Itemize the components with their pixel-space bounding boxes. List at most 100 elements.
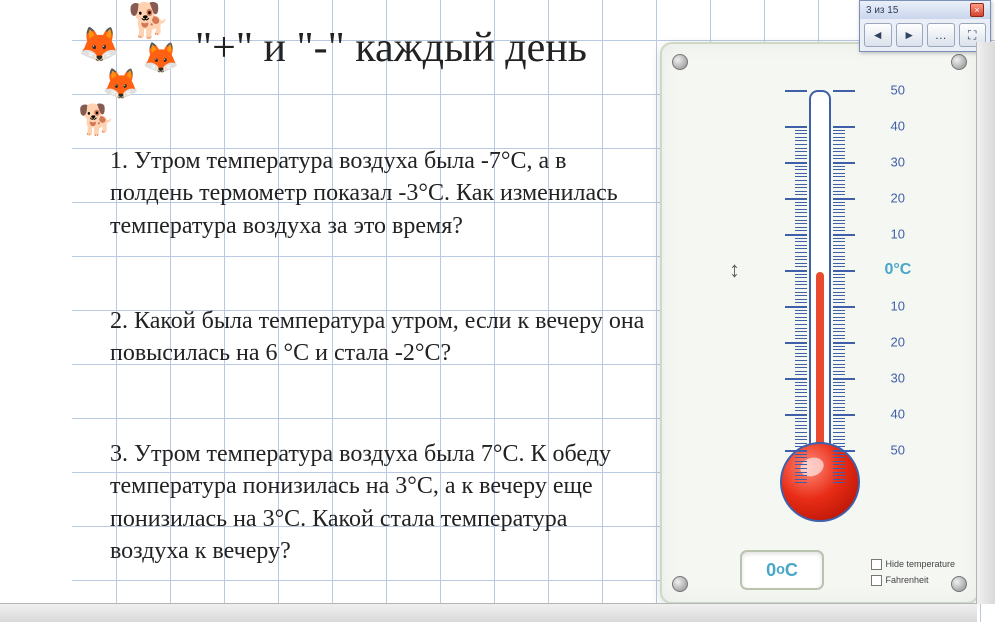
tick-minor	[833, 400, 845, 401]
tick-major	[785, 162, 807, 164]
tick-minor	[833, 335, 845, 336]
tick-minor	[833, 166, 845, 167]
scale-label: 30	[891, 371, 905, 386]
thermometer-widget: 50403020101020304050 0°C ↕ 0oC Hide temp…	[660, 42, 979, 604]
tick-minor	[833, 209, 845, 210]
fahrenheit-checkbox[interactable]: Fahrenheit	[871, 572, 955, 588]
thermometer-options: Hide temperature Fahrenheit	[871, 556, 955, 588]
animal-icon: 🦊	[78, 28, 120, 62]
tick-minor	[833, 482, 845, 483]
close-icon[interactable]: ×	[970, 3, 984, 17]
tick-minor	[833, 169, 845, 170]
tick-minor	[795, 346, 807, 347]
tick-minor	[833, 241, 845, 242]
tick-minor	[833, 227, 845, 228]
tick-major	[785, 306, 807, 308]
toolbox-title-text: 3 из 15	[866, 5, 898, 16]
tick-minor	[833, 385, 845, 386]
toolbox-titlebar[interactable]: 3 из 15 ×	[860, 1, 990, 19]
horizontal-scrollbar[interactable]	[0, 603, 977, 622]
tick-minor	[833, 338, 845, 339]
tick-minor	[833, 403, 845, 404]
tick-minor	[795, 252, 807, 253]
tick-minor	[795, 479, 807, 480]
screw-icon	[951, 54, 967, 70]
animal-icon: 🦊	[102, 70, 139, 100]
nav-prev-button[interactable]: ◄	[864, 23, 892, 47]
tick-minor	[795, 241, 807, 242]
tick-minor	[795, 148, 807, 149]
tick-major	[833, 342, 855, 344]
tick-minor	[833, 324, 845, 325]
screw-icon	[672, 576, 688, 592]
tick-minor	[795, 360, 807, 361]
tick-minor	[833, 313, 845, 314]
scale-label: 40	[891, 407, 905, 422]
temperature-slider-handle[interactable]: ↕	[722, 257, 748, 283]
tick-minor	[833, 137, 845, 138]
tick-minor	[833, 428, 845, 429]
problem-3: 3. Утром температура воздуха была 7°C. К…	[110, 438, 645, 568]
tick-minor	[833, 173, 845, 174]
tick-minor	[833, 317, 845, 318]
page-title: "+" и "-" каждый день	[195, 24, 587, 72]
tick-major	[785, 342, 807, 344]
tick-minor	[795, 288, 807, 289]
temperature-unit: C	[785, 560, 798, 581]
tick-minor	[795, 468, 807, 469]
tick-minor	[833, 238, 845, 239]
animal-icon: 🦊	[142, 44, 179, 74]
tick-minor	[833, 407, 845, 408]
tick-major	[785, 126, 807, 128]
tick-minor	[795, 374, 807, 375]
hide-temperature-checkbox[interactable]: Hide temperature	[871, 556, 955, 572]
tick-minor	[795, 475, 807, 476]
tick-minor	[795, 313, 807, 314]
degree-symbol: o	[776, 562, 785, 578]
tick-minor	[795, 256, 807, 257]
tick-major	[833, 162, 855, 164]
nav-next-button[interactable]: ►	[896, 23, 924, 47]
tick-minor	[795, 367, 807, 368]
tick-minor	[833, 133, 845, 134]
tick-minor	[795, 205, 807, 206]
nav-more-button[interactable]: …	[927, 23, 955, 47]
scale-label: 10	[891, 299, 905, 314]
tick-major	[833, 378, 855, 380]
tick-minor	[833, 288, 845, 289]
tick-minor	[833, 184, 845, 185]
thermometer-bulb	[780, 442, 860, 522]
thermometer-body: 50403020101020304050 0°C ↕	[662, 72, 977, 522]
tick-minor	[795, 349, 807, 350]
tick-minor	[833, 263, 845, 264]
tick-minor	[795, 140, 807, 141]
tick-minor	[833, 479, 845, 480]
tick-major	[833, 126, 855, 128]
tick-minor	[833, 277, 845, 278]
temperature-readout[interactable]: 0oC	[740, 550, 824, 590]
tick-minor	[795, 425, 807, 426]
tick-minor	[833, 223, 845, 224]
tick-minor	[795, 266, 807, 267]
tick-minor	[795, 328, 807, 329]
vertical-scrollbar[interactable]	[976, 42, 995, 604]
navigator-toolbox[interactable]: 3 из 15 × ◄►…⛶	[859, 0, 991, 52]
tick-minor	[833, 461, 845, 462]
tick-minor	[795, 284, 807, 285]
tick-minor	[833, 216, 845, 217]
tick-minor	[833, 425, 845, 426]
tick-minor	[833, 392, 845, 393]
tick-minor	[795, 151, 807, 152]
tick-minor	[795, 418, 807, 419]
tick-minor	[833, 194, 845, 195]
tick-minor	[795, 432, 807, 433]
tick-major	[785, 450, 807, 452]
tick-minor	[795, 173, 807, 174]
tick-minor	[795, 410, 807, 411]
thermometer-tube	[809, 90, 831, 452]
tick-minor	[795, 421, 807, 422]
tick-major	[833, 198, 855, 200]
tick-minor	[795, 400, 807, 401]
tick-minor	[833, 367, 845, 368]
tick-minor	[795, 482, 807, 483]
